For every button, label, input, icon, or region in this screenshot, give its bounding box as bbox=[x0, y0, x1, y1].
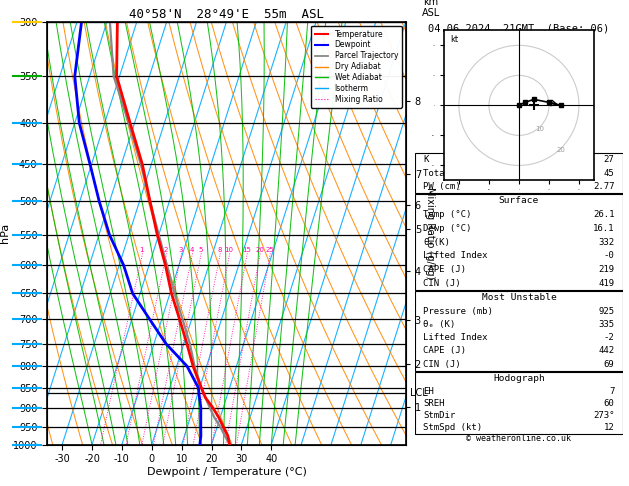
Text: Temp (°C): Temp (°C) bbox=[423, 210, 472, 219]
Text: 25: 25 bbox=[265, 247, 274, 253]
Text: 10: 10 bbox=[536, 126, 545, 132]
Text: K: K bbox=[423, 155, 429, 164]
Text: SREH: SREH bbox=[423, 399, 445, 408]
Text: LCL: LCL bbox=[410, 387, 428, 398]
Legend: Temperature, Dewpoint, Parcel Trajectory, Dry Adiabat, Wet Adiabat, Isotherm, Mi: Temperature, Dewpoint, Parcel Trajectory… bbox=[311, 26, 402, 108]
Bar bbox=[415, 371, 623, 434]
Text: 15: 15 bbox=[242, 247, 251, 253]
Bar bbox=[415, 291, 623, 371]
Text: 442: 442 bbox=[598, 347, 615, 355]
Text: 60: 60 bbox=[604, 399, 615, 408]
Text: 45: 45 bbox=[604, 169, 615, 177]
Text: PW (cm): PW (cm) bbox=[423, 182, 461, 191]
Text: 1: 1 bbox=[140, 247, 144, 253]
Text: 2.77: 2.77 bbox=[593, 182, 615, 191]
Text: CAPE (J): CAPE (J) bbox=[423, 347, 467, 355]
Text: Lifted Index: Lifted Index bbox=[423, 251, 488, 260]
Text: 20: 20 bbox=[557, 147, 566, 153]
Text: 10: 10 bbox=[225, 247, 233, 253]
X-axis label: Dewpoint / Temperature (°C): Dewpoint / Temperature (°C) bbox=[147, 467, 306, 477]
Text: 16.1: 16.1 bbox=[593, 224, 615, 233]
Text: StmSpd (kt): StmSpd (kt) bbox=[423, 423, 482, 433]
Y-axis label: hPa: hPa bbox=[0, 223, 10, 243]
Text: CIN (J): CIN (J) bbox=[423, 360, 461, 368]
Text: Most Unstable: Most Unstable bbox=[482, 294, 556, 302]
Text: StmDir: StmDir bbox=[423, 411, 455, 420]
Text: Surface: Surface bbox=[499, 196, 539, 205]
Text: 04.06.2024  21GMT  (Base: 06): 04.06.2024 21GMT (Base: 06) bbox=[428, 24, 610, 34]
Text: 3: 3 bbox=[179, 247, 183, 253]
Text: Totals Totals: Totals Totals bbox=[423, 169, 493, 177]
Text: 4: 4 bbox=[190, 247, 194, 253]
Y-axis label: Mixing Ratio (g/kg): Mixing Ratio (g/kg) bbox=[425, 187, 435, 279]
Text: 12: 12 bbox=[604, 423, 615, 433]
Text: km
ASL: km ASL bbox=[421, 0, 440, 17]
Text: 26.1: 26.1 bbox=[593, 210, 615, 219]
Text: Hodograph: Hodograph bbox=[493, 374, 545, 383]
Text: 7: 7 bbox=[609, 387, 615, 396]
Text: 27: 27 bbox=[604, 155, 615, 164]
Text: 20: 20 bbox=[255, 247, 264, 253]
Text: 5: 5 bbox=[199, 247, 203, 253]
Text: 2: 2 bbox=[164, 247, 168, 253]
Text: 219: 219 bbox=[598, 265, 615, 274]
Text: 925: 925 bbox=[598, 307, 615, 316]
Text: 8: 8 bbox=[218, 247, 222, 253]
Bar bbox=[415, 194, 623, 290]
Text: 419: 419 bbox=[598, 279, 615, 288]
Text: Pressure (mb): Pressure (mb) bbox=[423, 307, 493, 316]
Text: 273°: 273° bbox=[593, 411, 615, 420]
Text: kt: kt bbox=[450, 35, 458, 44]
Text: © weatheronline.co.uk: © weatheronline.co.uk bbox=[467, 434, 571, 443]
Text: Dewp (°C): Dewp (°C) bbox=[423, 224, 472, 233]
Text: -2: -2 bbox=[604, 333, 615, 342]
Text: -0: -0 bbox=[604, 251, 615, 260]
Text: CAPE (J): CAPE (J) bbox=[423, 265, 467, 274]
Text: 335: 335 bbox=[598, 320, 615, 329]
Text: 332: 332 bbox=[598, 238, 615, 246]
Title: 40°58'N  28°49'E  55m  ASL: 40°58'N 28°49'E 55m ASL bbox=[129, 8, 324, 21]
Text: θₑ (K): θₑ (K) bbox=[423, 320, 455, 329]
Text: Lifted Index: Lifted Index bbox=[423, 333, 488, 342]
Text: 69: 69 bbox=[604, 360, 615, 368]
Text: EH: EH bbox=[423, 387, 434, 396]
Bar bbox=[415, 153, 623, 193]
Text: CIN (J): CIN (J) bbox=[423, 279, 461, 288]
Text: θₑ(K): θₑ(K) bbox=[423, 238, 450, 246]
